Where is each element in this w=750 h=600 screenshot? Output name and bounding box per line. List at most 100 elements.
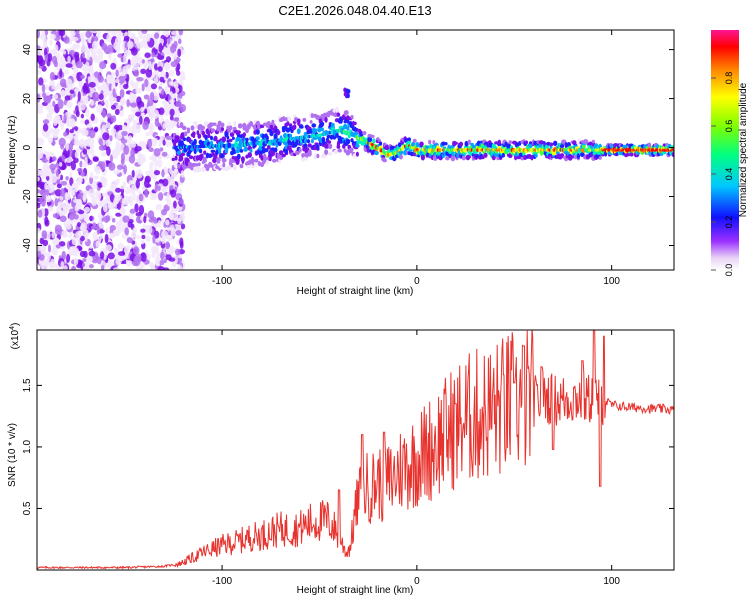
heatmap-cell bbox=[161, 209, 167, 216]
heatmap-cell bbox=[135, 111, 141, 117]
heatmap-cell bbox=[242, 122, 247, 129]
heatmap-cell bbox=[170, 61, 178, 68]
heatmap-cell bbox=[200, 153, 204, 159]
heatmap-cell bbox=[124, 227, 129, 236]
heatmap-cell bbox=[173, 142, 177, 147]
heatmap-cell bbox=[571, 155, 575, 159]
heatmap-cell bbox=[163, 258, 167, 264]
heatmap-cell bbox=[167, 126, 171, 131]
heatmap-cell bbox=[399, 150, 404, 155]
heatmap-cell bbox=[73, 214, 79, 220]
heatmap-cell bbox=[121, 30, 126, 33]
heatmap-cell bbox=[372, 138, 376, 144]
heatmap-cell bbox=[210, 128, 216, 133]
heatmap-cell bbox=[243, 147, 248, 152]
heatmap-cell bbox=[79, 160, 83, 168]
y-tick-label: 40 bbox=[22, 44, 33, 56]
heatmap-cell bbox=[161, 230, 169, 240]
heatmap-cell bbox=[58, 137, 66, 147]
heatmap-cell bbox=[93, 175, 99, 180]
heatmap-cell bbox=[154, 32, 160, 39]
heatmap-cell bbox=[178, 30, 184, 36]
heatmap-cell bbox=[69, 50, 75, 56]
heatmap-cell bbox=[75, 30, 80, 36]
heatmap-cell bbox=[157, 185, 161, 191]
heatmap-cell bbox=[136, 115, 140, 123]
heatmap-cell bbox=[222, 162, 226, 168]
heatmap-cell bbox=[79, 138, 85, 148]
heatmap-cell bbox=[92, 156, 99, 162]
heatmap-cell bbox=[120, 55, 124, 63]
heatmap-cell bbox=[172, 166, 175, 171]
heatmap-cell bbox=[138, 153, 146, 161]
heatmap-cell bbox=[63, 265, 68, 270]
heatmap-cell bbox=[113, 197, 117, 206]
heatmap-cell bbox=[171, 35, 176, 43]
heatmap-cell bbox=[57, 201, 64, 209]
heatmap-cell bbox=[56, 169, 59, 177]
heatmap-cell bbox=[141, 234, 146, 240]
heatmap-cell bbox=[428, 139, 432, 145]
heatmap-cell bbox=[370, 134, 375, 138]
heatmap-cell bbox=[98, 138, 103, 146]
heatmap-cell bbox=[140, 106, 145, 113]
heatmap-cell bbox=[62, 50, 67, 55]
heatmap-cell bbox=[85, 137, 93, 147]
heatmap-cell bbox=[344, 110, 349, 116]
heatmap-cell bbox=[367, 136, 373, 143]
heatmap-cell bbox=[59, 215, 67, 223]
heatmap-cell bbox=[74, 204, 80, 212]
heatmap-cell bbox=[152, 92, 160, 101]
heatmap-cell bbox=[461, 155, 466, 161]
heatmap-cell bbox=[468, 150, 473, 157]
heatmap-cell bbox=[38, 77, 44, 86]
heatmap-cell bbox=[75, 231, 82, 239]
heatmap-cell bbox=[229, 132, 235, 138]
heatmap-cell bbox=[352, 121, 357, 126]
heatmap-cell bbox=[266, 144, 271, 150]
heatmap-cell bbox=[80, 74, 85, 80]
heatmap-cell bbox=[39, 254, 45, 261]
heatmap-cell bbox=[164, 30, 170, 38]
heatmap-cell bbox=[354, 131, 359, 136]
heatmap-cell bbox=[172, 121, 177, 126]
heatmap-cell bbox=[165, 135, 173, 140]
heatmap-cell bbox=[78, 210, 85, 215]
heatmap-cell bbox=[175, 136, 180, 143]
heatmap-cell bbox=[132, 94, 136, 100]
heatmap-cell bbox=[199, 148, 203, 154]
heatmap-cell bbox=[60, 261, 65, 270]
heatmap-cell bbox=[164, 62, 170, 70]
heatmap-cell bbox=[163, 102, 167, 113]
heatmap-cell bbox=[117, 242, 124, 250]
heatmap-cell bbox=[150, 195, 158, 200]
heatmap-cell bbox=[149, 161, 154, 168]
heatmap-cell bbox=[44, 216, 49, 225]
heatmap-cell bbox=[48, 137, 53, 144]
heatmap-cell bbox=[110, 104, 116, 110]
heatmap-cell bbox=[52, 156, 57, 162]
heatmap-cell bbox=[165, 241, 171, 250]
heatmap-cell bbox=[126, 74, 130, 82]
heatmap-cell bbox=[208, 153, 213, 158]
heatmap-cell bbox=[194, 163, 199, 167]
heatmap-cell bbox=[289, 152, 295, 157]
heatmap-cell bbox=[101, 81, 107, 92]
heatmap-cell bbox=[346, 126, 350, 131]
heatmap-cell bbox=[101, 180, 108, 187]
heatmap-cell bbox=[100, 161, 106, 171]
heatmap-cell bbox=[65, 142, 69, 152]
heatmap-cell bbox=[154, 183, 159, 193]
heatmap-cell bbox=[60, 63, 65, 70]
heatmap-cell bbox=[148, 147, 154, 152]
heatmap-cell bbox=[158, 203, 162, 211]
heatmap-cell bbox=[523, 155, 528, 161]
heatmap-cell bbox=[123, 145, 130, 155]
heatmap-cell bbox=[53, 128, 61, 135]
heatmap-cell bbox=[201, 125, 205, 130]
heatmap-cell bbox=[122, 215, 130, 223]
heatmap-cell bbox=[307, 143, 312, 148]
heatmap-cell bbox=[83, 209, 87, 216]
heatmap-cell bbox=[164, 36, 168, 46]
heatmap-cell bbox=[135, 87, 142, 94]
